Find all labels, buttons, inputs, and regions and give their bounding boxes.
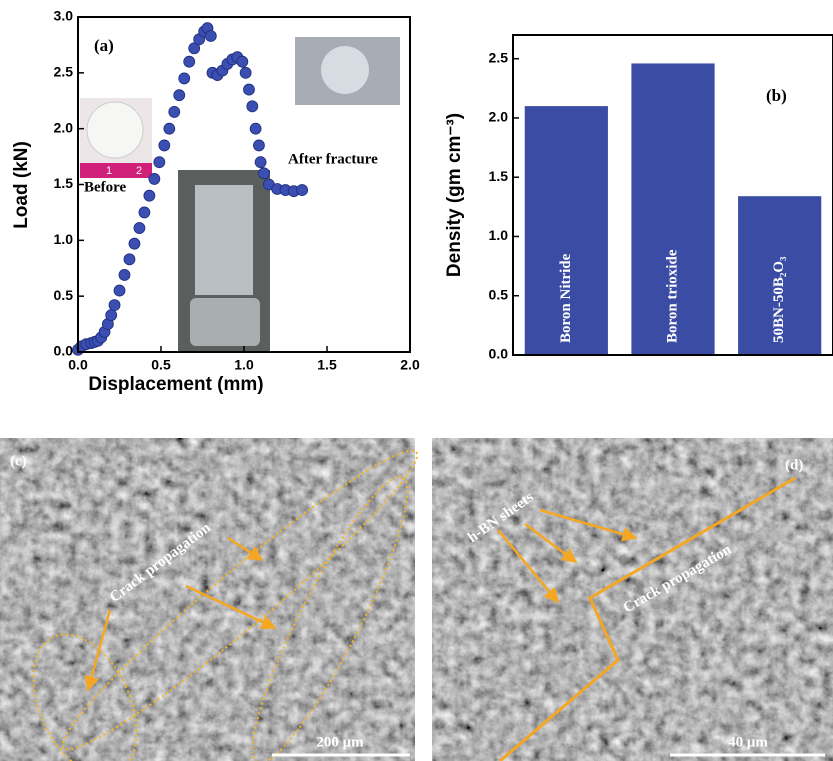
pellet <box>87 102 143 158</box>
bar-label: Boron Nitride <box>558 253 574 343</box>
point <box>174 90 185 101</box>
figure: 1 2 (a) Before After fracture Displaceme… <box>0 0 833 761</box>
y-tick-label: 1.5 <box>489 168 509 184</box>
y-axis-label: Load (kN) <box>11 141 32 229</box>
panel-label: (d) <box>785 457 803 473</box>
y-tick-label: 0.0 <box>54 343 74 359</box>
ruler-label: 2 <box>136 165 142 177</box>
point <box>139 207 150 218</box>
ruler-label: 1 <box>106 165 112 177</box>
point <box>237 56 248 67</box>
point <box>255 157 266 168</box>
point <box>169 106 180 117</box>
fragment <box>321 46 369 94</box>
point <box>250 123 261 134</box>
panel-label: (a) <box>94 36 114 55</box>
fixture-base <box>190 298 260 346</box>
scale-bar-label: 200 μm <box>316 734 364 750</box>
annotation: After fracture <box>288 151 378 167</box>
x-axis-label: Displacement (mm) <box>88 374 263 395</box>
x-tick-label: 1.5 <box>317 357 337 373</box>
annotation: Before <box>84 179 127 195</box>
bar-label: Boron trioxide <box>664 249 680 343</box>
x-tick-label: 0.0 <box>68 357 88 373</box>
y-tick-label: 2.5 <box>489 49 509 65</box>
x-tick-label: 2.0 <box>400 357 420 373</box>
point <box>124 254 135 265</box>
page: 1 2 (a) Before After fracture Displaceme… <box>0 0 833 761</box>
point <box>258 168 269 179</box>
point <box>106 310 117 321</box>
bar-label: 50BN-50B₂O₃ <box>771 256 787 343</box>
point <box>205 30 216 41</box>
point <box>154 157 165 168</box>
point <box>159 140 170 151</box>
y-tick-label: 1.0 <box>489 227 509 243</box>
panel-label: (b) <box>766 86 787 105</box>
panel-label: (c) <box>10 453 27 469</box>
point <box>179 73 190 84</box>
point <box>184 56 195 67</box>
point <box>240 67 251 78</box>
point <box>129 238 140 249</box>
point <box>119 269 130 280</box>
point <box>134 223 145 234</box>
scale-bar-label: 40 μm <box>728 734 768 750</box>
y-tick-label: 2.0 <box>489 109 509 125</box>
point <box>253 140 264 151</box>
point <box>109 300 120 311</box>
y-axis-label: Density (gm cm⁻³) <box>444 113 465 277</box>
point <box>247 101 258 112</box>
point <box>164 123 175 134</box>
point <box>114 285 125 296</box>
point <box>243 84 254 95</box>
y-tick-label: 1.0 <box>54 231 74 247</box>
y-tick-label: 3.0 <box>54 8 74 24</box>
point <box>149 173 160 184</box>
y-tick-label: 2.5 <box>54 64 74 80</box>
point <box>144 190 155 201</box>
point <box>297 185 308 196</box>
y-tick-label: 1.5 <box>54 175 74 191</box>
y-tick-label: 0.5 <box>54 287 74 303</box>
sem-image <box>0 438 415 761</box>
y-tick-label: 2.0 <box>54 119 74 135</box>
y-tick-label: 0.5 <box>489 286 509 302</box>
x-tick-label: 0.5 <box>151 357 171 373</box>
x-tick-label: 1.0 <box>234 357 254 373</box>
y-tick-label: 0.0 <box>489 346 509 362</box>
fixture-body <box>195 185 253 295</box>
